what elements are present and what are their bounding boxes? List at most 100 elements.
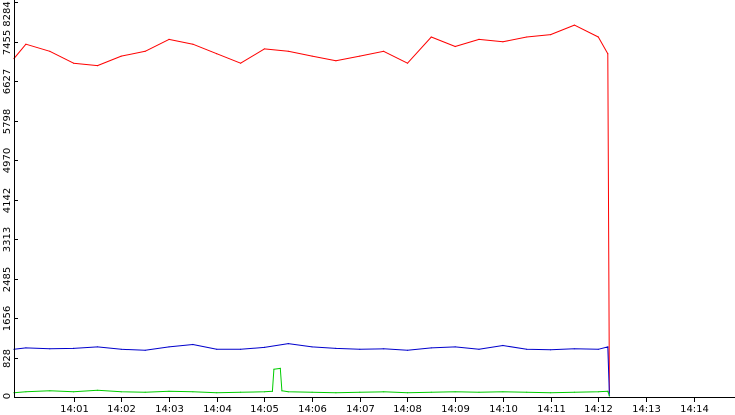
series-0-point: [168, 38, 170, 41]
series-0-point: [359, 55, 361, 57]
x-tick-label: 14:11: [537, 404, 566, 415]
series-2-point: [73, 391, 75, 393]
series-0-point: [383, 50, 385, 52]
series-1-point: [73, 347, 75, 349]
series-0-point: [454, 45, 456, 48]
y-tick-label: 5798: [2, 109, 13, 134]
series-0-point: [607, 53, 609, 55]
series-1-point: [550, 349, 552, 351]
series-2-point: [25, 391, 27, 393]
series-0-point: [502, 41, 504, 43]
series-1-point: [406, 349, 409, 351]
series-0-point: [73, 62, 75, 64]
series-1-point: [478, 348, 480, 350]
series-line-2: [13, 367, 610, 397]
series-0-point: [287, 50, 289, 52]
series-0-point: [597, 36, 599, 38]
y-tick-label: 8284: [2, 1, 13, 26]
series-2-point: [311, 391, 313, 393]
series-1-point: [335, 347, 337, 349]
y-tick-label: 828: [2, 349, 13, 368]
series-2-point: [526, 391, 528, 393]
series-1-point: [502, 344, 504, 347]
series-2-point: [359, 391, 361, 393]
series-1-point: [430, 347, 432, 349]
series-2-point: [335, 392, 337, 394]
series-0-point: [406, 62, 409, 64]
series-2-point: [168, 390, 170, 392]
axes-layer: [14, 0, 735, 398]
y-ticks: 0 828 1656 2485 3313 4142 4970 5798 6627 7455 8284: [2, 1, 18, 399]
series-1-point: [287, 343, 289, 345]
series-2-point: [144, 391, 146, 393]
series-2-point: [273, 368, 275, 370]
series-2-point: [281, 390, 283, 392]
series-2-point: [240, 391, 242, 393]
y-tick-label: 2485: [2, 267, 13, 292]
series-0-point: [526, 36, 528, 38]
x-tick-label: 14:14: [680, 404, 709, 415]
series-1-point: [49, 348, 51, 350]
series-0-point: [216, 53, 218, 55]
series-2-point: [608, 395, 611, 397]
series-0-point: [430, 36, 432, 38]
x-ticks: 14:01 14:02 14:03 14:04 14:05 14:06 14:07 14:08…: [60, 397, 709, 415]
series-2-point: [96, 389, 99, 391]
series-1-point: [216, 348, 218, 350]
series-2-point: [279, 367, 281, 369]
series-2-point: [550, 392, 552, 394]
series-1-point: [526, 348, 528, 350]
series-2-point: [454, 391, 456, 393]
series-0-point: [96, 65, 99, 67]
x-tick-label: 14:07: [346, 404, 375, 415]
series-2-point: [597, 391, 599, 393]
series-0-point: [120, 55, 122, 57]
x-tick-label: 14:05: [250, 404, 279, 415]
series-1-point: [359, 348, 361, 350]
series-1-point: [25, 347, 27, 349]
x-tick-label: 14:06: [298, 404, 327, 415]
y-tick-label: 6627: [2, 69, 13, 94]
series-2-point: [216, 392, 218, 394]
series-1-point: [607, 346, 609, 348]
series-2-point: [430, 391, 432, 393]
y-tick-label: 1656: [2, 306, 13, 331]
series-1-point: [454, 346, 456, 348]
series-1-point: [96, 346, 99, 348]
series-1-point: [597, 348, 599, 350]
series-2-point: [49, 390, 51, 392]
x-tick-label: 14:10: [489, 404, 518, 415]
y-tick-label: 0: [2, 393, 13, 399]
x-tick-label: 14:02: [107, 404, 136, 415]
series-0-point: [573, 24, 576, 26]
series-0-point: [335, 60, 337, 62]
series-2-point: [406, 392, 409, 394]
series-0-point: [311, 55, 313, 57]
series-1-point: [120, 348, 122, 350]
series-2-point: [263, 391, 265, 393]
series-0-point: [240, 62, 242, 64]
series-2-point: [502, 391, 504, 393]
series-0-point: [550, 34, 552, 36]
series-1-point: [383, 348, 385, 350]
series-1-point: [144, 349, 146, 351]
series-0-point: [49, 50, 51, 52]
x-tick-label: 14:13: [632, 404, 661, 415]
x-tick-label: 14:09: [441, 404, 470, 415]
series-2-point: [607, 390, 609, 392]
x-tick-label: 14:03: [155, 404, 184, 415]
y-tick-label: 3313: [2, 227, 13, 252]
series-2-point: [383, 391, 385, 393]
series-0-point: [478, 38, 480, 41]
series-0-point: [263, 48, 265, 50]
series-1-point: [573, 348, 576, 350]
series-0-point: [144, 50, 146, 52]
series-1-point: [311, 346, 313, 348]
x-tick-label: 14:08: [393, 404, 422, 415]
series-0-point: [25, 43, 27, 45]
series-1-point: [192, 343, 194, 346]
series-0-point: [192, 43, 194, 45]
series-2-point: [120, 391, 122, 393]
series-1-point: [263, 346, 265, 348]
